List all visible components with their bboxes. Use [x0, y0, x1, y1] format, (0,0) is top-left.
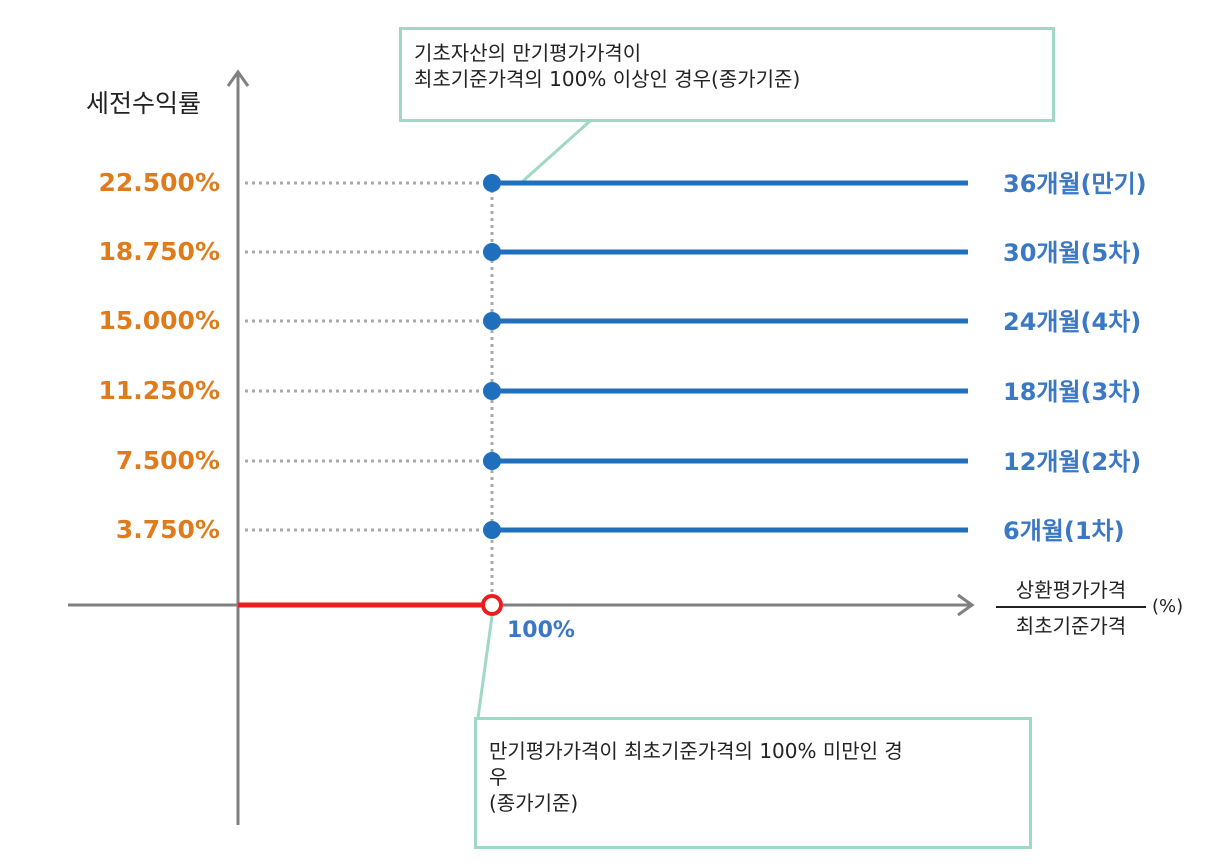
x-axis-unit: (%) [1152, 596, 1184, 617]
callout-top-connector [521, 119, 592, 183]
payoff-point [483, 243, 501, 261]
period-label: 36개월(만기) [1003, 170, 1147, 198]
payoff-point [483, 521, 501, 539]
rate-label: 18.750% [98, 237, 220, 266]
rate-label: 11.250% [98, 376, 220, 405]
callout-above-100: 기초자산의 만기평가가격이 최초기준가격의 100% 이상인 경우(종가기준) [399, 27, 1055, 122]
period-label: 24개월(4차) [1003, 308, 1142, 336]
loss-endpoint [481, 594, 503, 616]
x-axis-arrow [957, 593, 975, 617]
rate-label: 3.750% [115, 515, 220, 544]
callout-below-100: 만기평가가격이 최초기준가격의 100% 미만인 경 우 (종가기준) [474, 717, 1032, 849]
y-axis-arrow [226, 69, 250, 87]
callout-top-line: 최초기준가격의 100% 이상인 경우(종가기준) [414, 67, 801, 91]
x-value-label: 100% [507, 618, 575, 643]
payoff-lines [245, 174, 968, 539]
rate-label: 15.000% [98, 306, 220, 335]
payoff-point [483, 382, 501, 400]
callout-bottom-line: 만기평가가격이 최초기준가격의 100% 미만인 경 [489, 739, 903, 763]
callout-bottom-line: 우 [489, 765, 508, 789]
x-axis-fraction: 상환평가가격 최초기준가격 [996, 574, 1146, 639]
period-label: 18개월(3차) [1003, 378, 1142, 406]
period-label: 6개월(1차) [1003, 517, 1125, 545]
x-axis-denominator: 최초기준가격 [1015, 614, 1127, 638]
rate-label: 22.500% [98, 168, 220, 197]
period-label: 30개월(5차) [1003, 239, 1142, 267]
y-axis-label: 세전수익률 [86, 89, 202, 118]
payoff-point [483, 452, 501, 470]
callout-top-line: 기초자산의 만기평가가격이 [414, 41, 642, 65]
period-label: 12개월(2차) [1003, 448, 1142, 476]
callout-bottom-line: (종가기준) [489, 791, 579, 815]
callout-bottom-connector [476, 615, 494, 719]
rate-label: 7.500% [115, 446, 220, 475]
payoff-point [483, 174, 501, 192]
payoff-point [483, 312, 501, 330]
x-axis-numerator: 상환평가가격 [996, 574, 1146, 608]
